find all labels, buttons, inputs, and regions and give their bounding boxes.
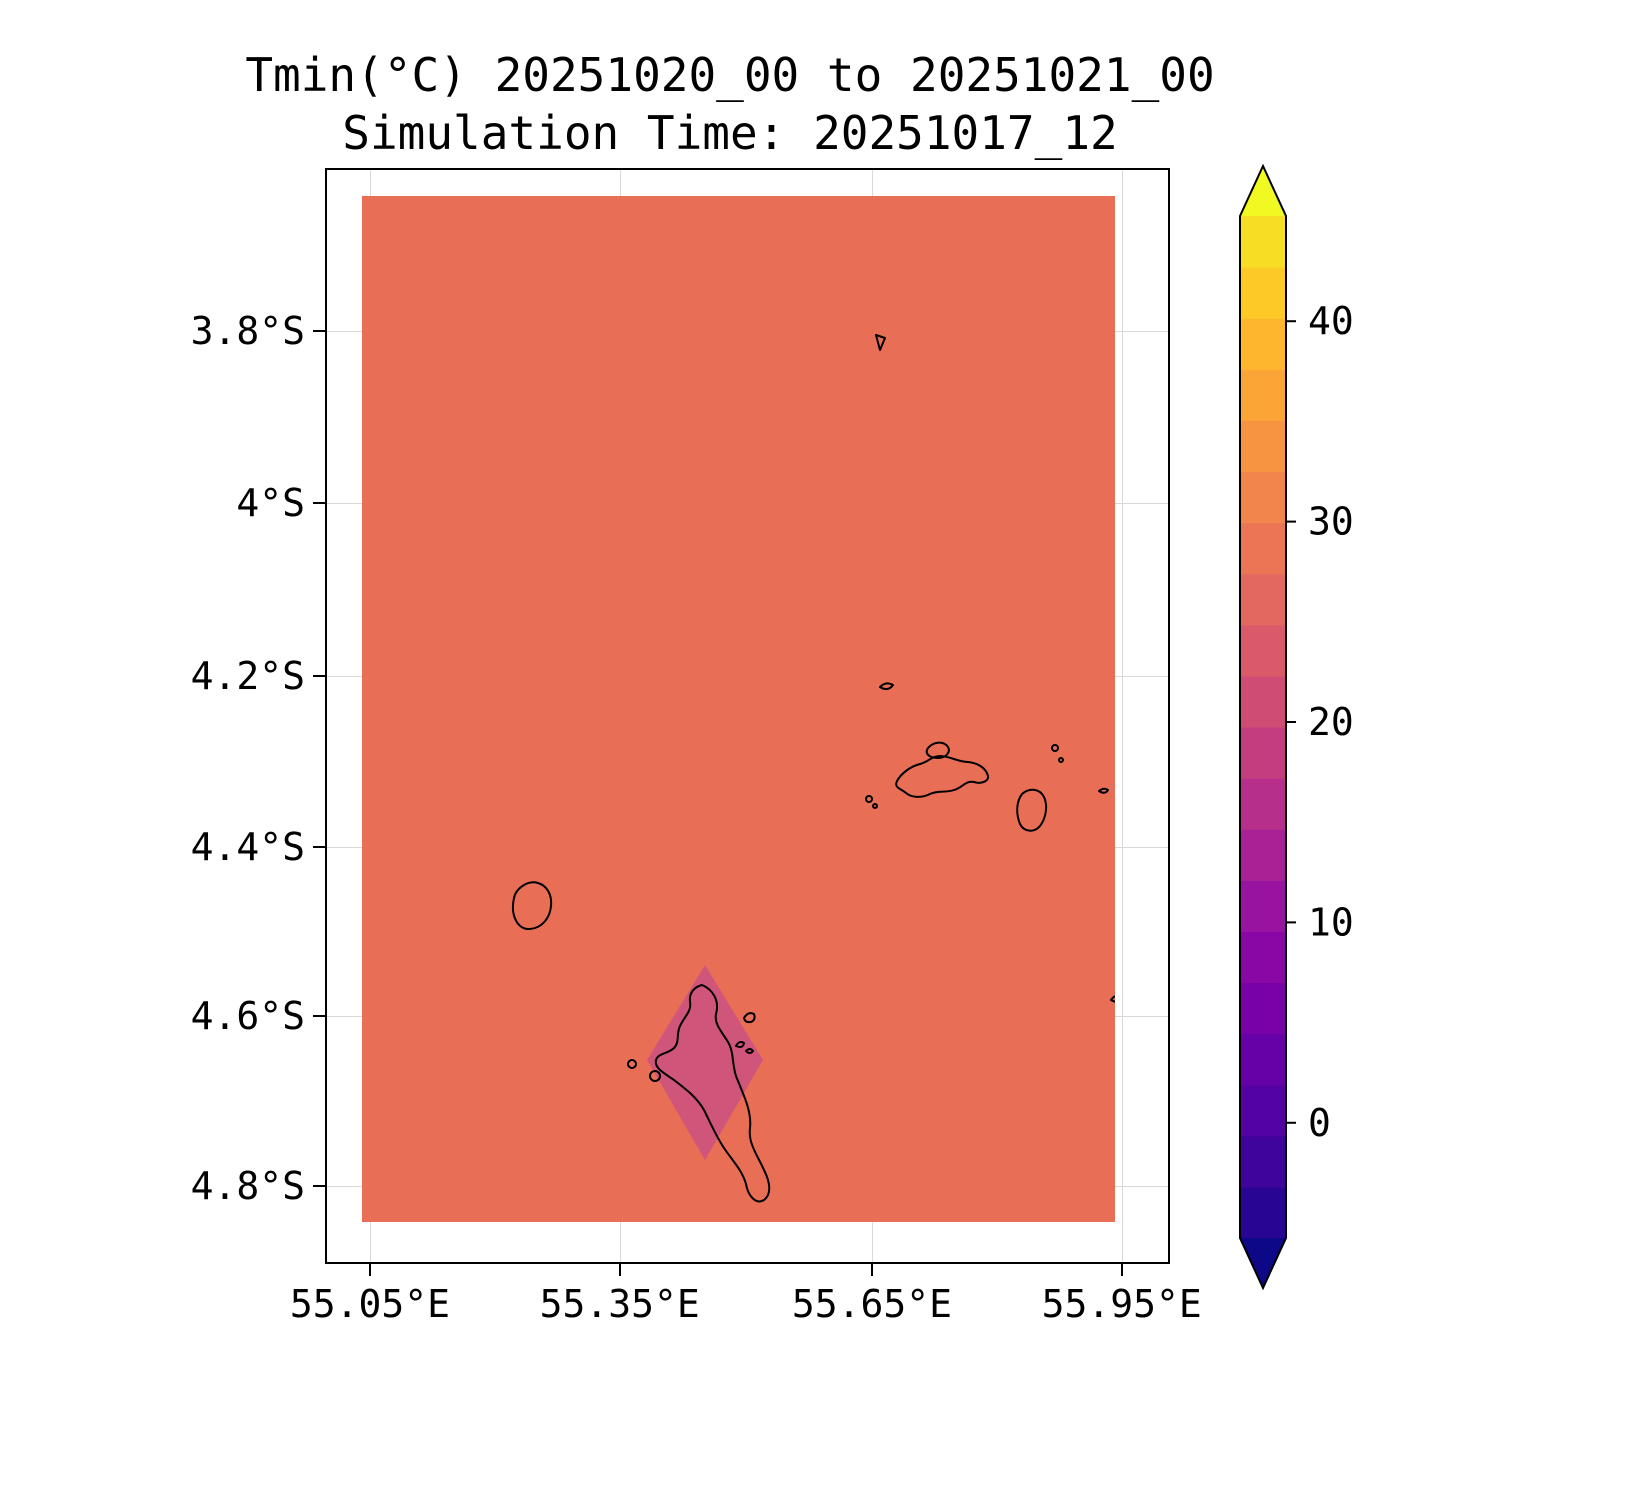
y-tick-mark (313, 674, 325, 677)
colorbar-band (1240, 420, 1286, 473)
y-tick-mark (313, 502, 325, 505)
x-tick-mark (618, 1264, 621, 1276)
coastline-ladigue-island (1016, 788, 1048, 832)
y-tick-mark (313, 846, 325, 849)
y-tick-mark (313, 1184, 325, 1187)
map-axes-frame (325, 168, 1170, 1264)
coastline-islet-ne-of-mahe-3 (745, 1048, 754, 1054)
colorbar-over-arrow (1240, 166, 1286, 216)
coastline-praslin-island (895, 755, 990, 798)
colorbar-band (1240, 880, 1286, 932)
coastline-islet-ne-of-mahe-2 (735, 1041, 745, 1048)
colorbar-band (1240, 1186, 1286, 1239)
y-tick-mark (313, 329, 325, 332)
x-tick-label: 55.95°E (1041, 1282, 1202, 1326)
colorbar-band (1240, 471, 1286, 524)
x-tick-label: 55.05°E (289, 1282, 450, 1326)
colorbar-band (1240, 931, 1286, 984)
coastline-islet-west-of-praslin-2 (872, 803, 878, 809)
colorbar-tick-label: 40 (1308, 299, 1354, 343)
colorbar-band (1240, 982, 1286, 1035)
coastline-islet-ne-of-ladigue-2 (1058, 757, 1064, 763)
coastline-mahe-island (654, 984, 771, 1203)
coastline-felicite-islet (1098, 787, 1109, 794)
coastline-islet-west-of-mahe-1 (627, 1059, 637, 1069)
y-tick-label: 4.2°S (190, 653, 305, 698)
coastline-islet-west-of-praslin-1 (865, 795, 873, 803)
colorbar-band (1240, 675, 1286, 728)
chart-subtitle: Simulation Time: 20251017_12 (342, 106, 1118, 160)
y-tick-label: 3.8°S (190, 308, 305, 353)
colorbar-tick-label: 0 (1308, 1101, 1331, 1145)
colorbar-band (1240, 829, 1286, 881)
x-tick-mark (870, 1264, 873, 1276)
colorbar-band (1240, 318, 1286, 370)
colorbar-band (1240, 1084, 1286, 1137)
chart-title-block: Tmin(°C) 20251020_00 to 20251021_00 Simu… (125, 46, 1335, 162)
colorbar-band (1240, 1033, 1286, 1086)
colorbar-band (1240, 573, 1286, 626)
coastline-bird-island (875, 334, 886, 351)
colorbar-tick-label: 20 (1308, 700, 1354, 744)
x-tick-mark (368, 1264, 371, 1276)
colorbar-outline (1239, 164, 1287, 1291)
coastlines-group (512, 334, 1115, 1203)
y-tick-mark (313, 1015, 325, 1018)
y-tick-label: 4°S (236, 481, 305, 526)
coastline-aride-island (879, 682, 894, 691)
gridline-vertical (1121, 170, 1123, 1262)
colorbar-tick-label: 10 (1308, 900, 1354, 944)
colorbar-tick-label: 30 (1308, 500, 1354, 544)
low-temp-patch (647, 965, 763, 1160)
coastline-islet-ne-of-mahe-1 (743, 1012, 756, 1024)
coastline-fregate-islet (1110, 995, 1115, 1003)
y-tick-label: 4.6°S (190, 994, 305, 1039)
colorbar-band (1240, 778, 1286, 830)
x-tick-label: 55.65°E (791, 1282, 953, 1326)
colorbar-band (1240, 522, 1286, 575)
colorbar: 40 30 20 10 0 (1239, 164, 1354, 1291)
coastline-silhouette-island (512, 881, 553, 931)
colorbar-band (1240, 727, 1286, 779)
colorbar-under-arrow (1240, 1238, 1286, 1288)
map-overlay (512, 334, 1115, 1203)
colorbar-band (1240, 267, 1286, 319)
x-tick-mark (1120, 1264, 1123, 1276)
colorbar-band (1240, 1135, 1286, 1188)
chart-title: Tmin(°C) 20251020_00 to 20251021_00 (245, 48, 1215, 102)
colorbar-band (1240, 369, 1286, 421)
coastline-islet-west-of-mahe-2 (649, 1070, 661, 1082)
coastline-curieuse-island (925, 741, 950, 759)
y-tick-label: 4.4°S (190, 825, 305, 870)
y-tick-label: 4.8°S (190, 1163, 305, 1208)
x-tick-label: 55.35°E (539, 1282, 700, 1326)
colorbar-band (1240, 216, 1286, 268)
colorbar-band (1240, 624, 1286, 677)
coastline-islet-ne-of-ladigue-1 (1051, 744, 1059, 752)
